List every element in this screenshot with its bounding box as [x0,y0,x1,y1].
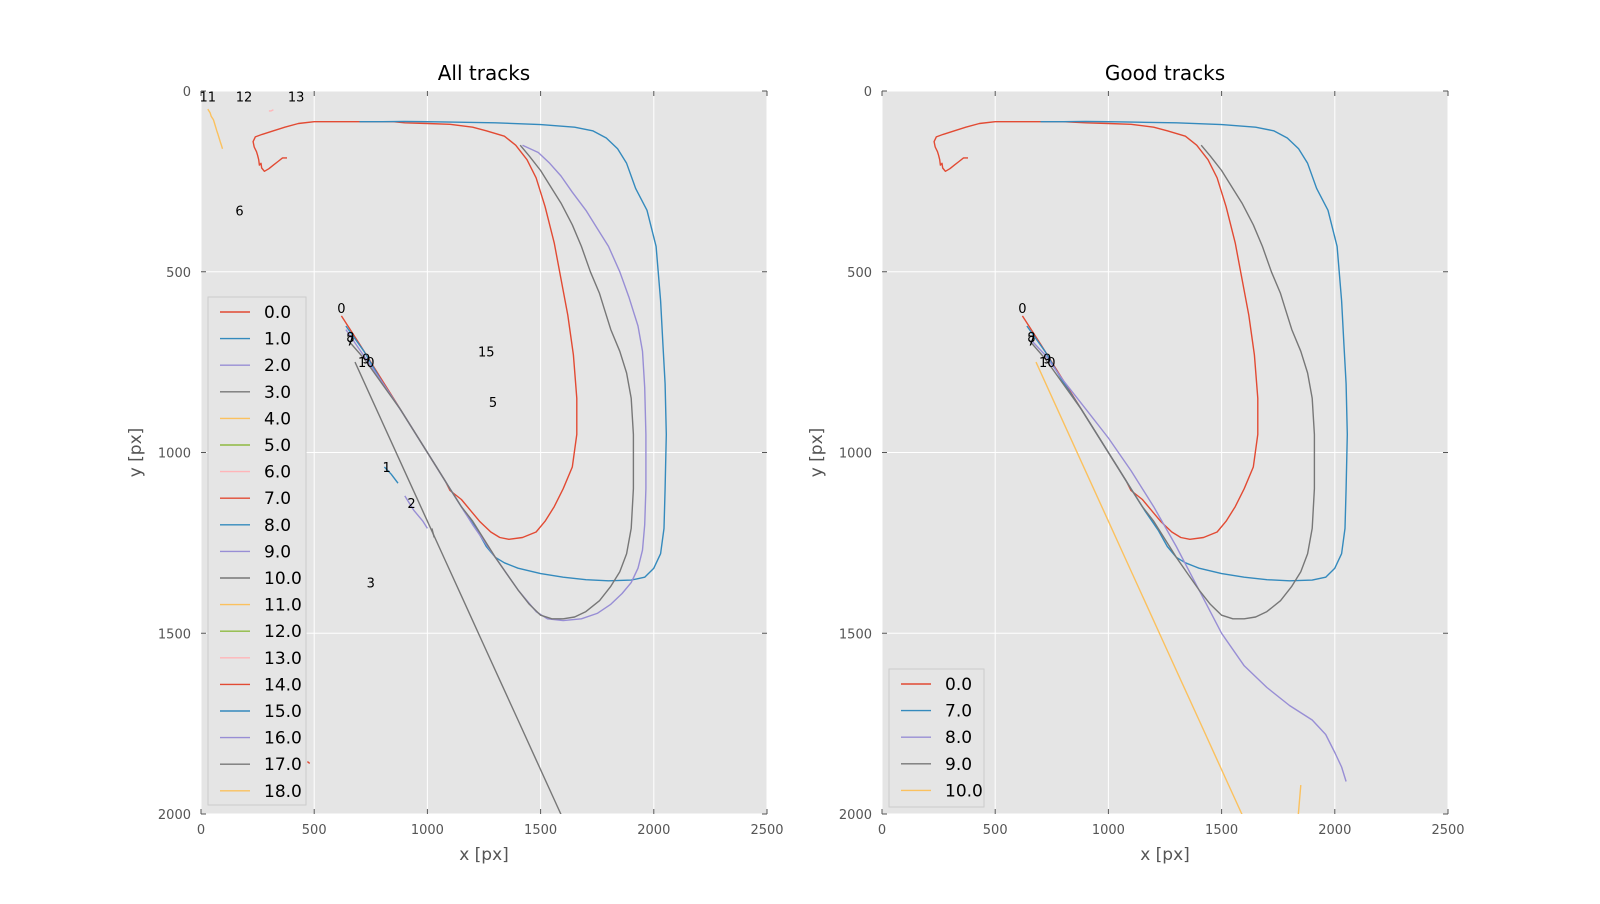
x-tick-label: 1000 [1092,823,1125,838]
x-tick-label: 1500 [1205,823,1238,838]
track-id-label: 7 [1027,334,1035,349]
track-id-label: 1 [383,461,391,476]
x-tick-label: 1500 [524,823,557,838]
legend-entry-label: 10.0 [264,569,302,589]
legend-entry-label: 8.0 [264,516,291,536]
x-axis-label: x [px] [1140,845,1190,865]
legend-entry-label: 7.0 [945,702,972,722]
legend-entry-label: 8.0 [945,728,972,748]
track-id-label: 5 [489,396,497,411]
series-line-1.0 [383,466,399,484]
series-line-11.0 [207,108,224,150]
series-line-0.0 [252,120,578,540]
track-id-label: 3 [367,577,375,592]
x-tick-label: 0 [197,823,205,838]
legend-entry-label: 14.0 [264,675,302,695]
x-tick-label: 500 [983,823,1008,838]
series-line-9.0 [347,144,635,620]
series-line-0.0 [933,120,1259,540]
legend-entry-label: 6.0 [264,463,291,483]
series-group [207,108,667,814]
track-id-label: 10 [1039,356,1056,371]
x-tick-label: 2500 [1431,823,1464,838]
legend-entry-label: 0.0 [264,303,291,323]
track-id-label: 11 [200,90,217,105]
legend-entry-label: 5.0 [264,436,291,456]
track-id-label: 7 [346,334,354,349]
legend-entry-label: 12.0 [264,622,302,642]
track-id-label: 13 [288,90,305,105]
legend-entry-label: 10.0 [945,781,983,801]
legend-entry-label: 2.0 [264,356,291,376]
y-axis-label: y [px] [126,428,146,478]
series-line-8.0 [1030,339,1347,782]
y-tick-label: 1000 [158,447,191,462]
y-tick-label: 2000 [839,808,872,823]
legend-entry-label: 18.0 [264,782,302,802]
track-id-label: 6 [235,204,243,219]
legend-box [888,668,985,808]
x-tick-label: 2500 [750,823,783,838]
x-tick-label: 1000 [411,823,444,838]
x-tick-label: 500 [302,823,327,838]
legend-entry-label: 15.0 [264,702,302,722]
y-tick-label: 1000 [839,447,872,462]
track-id-label: 2 [407,497,415,512]
y-tick-label: 500 [166,266,191,281]
legend-entry-label: 11.0 [264,596,302,616]
series-line-8.0 [345,144,647,622]
series-line-13.0 [268,109,274,112]
series-line-10.0 [354,361,562,814]
track-id-label: 0 [337,302,345,317]
track-id-label: 9 [1043,353,1051,368]
legend-entry-label: 3.0 [264,383,291,403]
series-line-2.0 [404,495,428,529]
x-axis-label: x [px] [459,845,509,865]
legend-entry-label: 9.0 [264,542,291,562]
series-line-10.0 [1035,361,1302,814]
legend-entry-label: 7.0 [264,489,291,509]
x-tick-label: 0 [878,823,886,838]
series-group [933,120,1349,814]
legend-entry-label: 4.0 [264,409,291,429]
chart-title: All tracks [438,61,530,85]
track-id-label: 0 [1018,302,1026,317]
y-tick-label: 500 [847,266,872,281]
x-tick-label: 2000 [637,823,670,838]
legend: 0.0 7.0 8.0 9.0 10.0 [888,668,985,808]
track-id-label: 12 [236,90,253,105]
series-line-14.0 [306,761,311,764]
track-id-label: 9 [362,353,370,368]
legend-entry-label: 13.0 [264,649,302,669]
y-tick-label: 2000 [158,808,191,823]
legend-entry-label: 9.0 [945,755,972,775]
track-id-label: 10 [358,356,375,371]
track-id-label: 15 [478,345,495,360]
chart-title: Good tracks [1105,61,1225,85]
track-id-label: 8 [346,331,354,346]
y-tick-label: 1500 [158,627,191,642]
y-tick-label: 0 [864,85,872,100]
y-tick-label: 0 [183,85,191,100]
legend-entry-label: 17.0 [264,755,302,775]
y-tick-label: 1500 [839,627,872,642]
legend-entry-label: 0.0 [945,675,972,695]
y-axis-label: y [px] [807,428,827,478]
x-tick-label: 2000 [1318,823,1351,838]
track-id-label: 8 [1027,331,1035,346]
legend: 0.0 1.0 2.0 3.0 4.0 5.0 6.0 7.0 8.0 9.0 10.0 11.0 12… [207,296,307,806]
legend-entry-label: 16.0 [264,729,302,749]
legend-entry-label: 1.0 [264,330,291,350]
series-line-9.0 [1028,144,1316,620]
